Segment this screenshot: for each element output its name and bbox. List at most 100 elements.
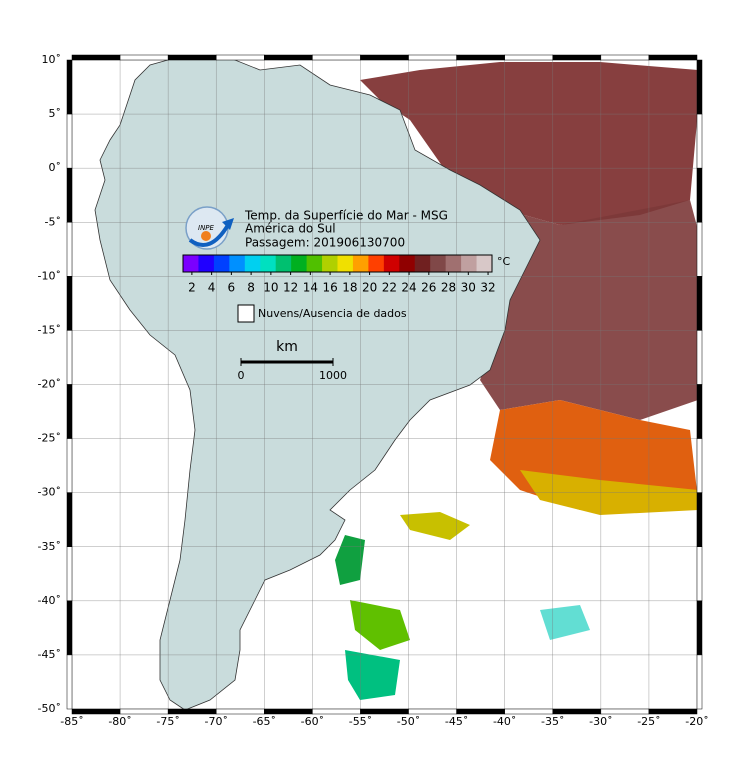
frame-band: [66, 59, 73, 115]
colorbar-tick-label: 26: [421, 281, 436, 295]
scale-tick-label: 1000: [319, 369, 347, 382]
lon-tick-label: -60˚: [301, 715, 324, 728]
frame-band: [696, 546, 703, 602]
frame-band: [696, 113, 703, 169]
title-line: Passagem: 201906130700: [245, 236, 405, 250]
colorbar-border: [182, 254, 493, 273]
lat-tick-label: -10˚: [38, 269, 61, 282]
colorbar-tick-label: 2: [188, 281, 196, 295]
frame-band: [696, 59, 703, 115]
frame-band: [456, 54, 505, 61]
lon-tick-label: -25˚: [637, 715, 660, 728]
colorbar-swatch: [322, 255, 338, 272]
colorbar-unit: °C: [497, 255, 511, 268]
frame-band: [408, 708, 457, 715]
frame-band: [264, 708, 313, 715]
colorbar-swatch: [260, 255, 277, 272]
colorbar-swatch: [430, 255, 447, 272]
clouds-label: Nuvens/Ausencia de dados: [258, 307, 407, 320]
lat-tick-label: -25˚: [38, 432, 61, 445]
frame-band: [600, 708, 650, 715]
frame-band: [66, 546, 73, 602]
clouds-swatch: [237, 304, 255, 323]
frame-band: [66, 330, 73, 385]
frame-band: [264, 54, 313, 61]
frame-band: [696, 438, 703, 493]
frame-band: [696, 222, 703, 277]
frame-band: [66, 438, 73, 493]
colorbar-swatch: [275, 255, 292, 272]
colorbar-tick-label: 28: [441, 281, 456, 295]
lon-tick-label: -75˚: [156, 715, 179, 728]
colorbar-swatch: [183, 255, 199, 272]
frame-band: [66, 222, 73, 277]
colorbar-swatch: [368, 255, 385, 272]
logo: INPE: [185, 206, 234, 250]
colorbar-tick-label: 6: [228, 281, 236, 295]
colorbar-tick-label: 4: [208, 281, 216, 295]
frame-band: [504, 708, 554, 715]
frame-band: [66, 654, 73, 710]
colorbar-tick-label: 20: [362, 281, 377, 295]
frame-band: [360, 54, 409, 61]
frame-band: [696, 167, 703, 223]
frame-band: [167, 708, 217, 715]
colorbar-tick-label: 24: [401, 281, 416, 295]
colorbar-swatch: [306, 255, 323, 272]
frame-band: [360, 708, 409, 715]
frame-band: [66, 113, 73, 169]
frame-band: [456, 708, 505, 715]
colorbar-tick-label: 32: [480, 281, 495, 295]
frame-band: [552, 708, 602, 715]
scale-unit: km: [276, 339, 298, 355]
frame-band: [71, 708, 121, 715]
lon-tick-label: -85˚: [60, 715, 83, 728]
logo-text: INPE: [198, 224, 215, 232]
frame-band: [696, 600, 703, 656]
lon-tick-label: -65˚: [253, 715, 276, 728]
lat-tick-label: -20˚: [38, 378, 61, 391]
colorbar-tick-label: 30: [461, 281, 476, 295]
colorbar-swatch: [461, 255, 478, 272]
colorbar-swatch: [244, 255, 261, 272]
frame-band: [312, 708, 361, 715]
frame-band: [167, 54, 217, 61]
frame-band: [119, 708, 169, 715]
colorbar-swatch: [337, 255, 354, 272]
lon-tick-label: -35˚: [541, 715, 564, 728]
colorbar-swatch: [352, 255, 369, 272]
lat-tick-label: -50˚: [38, 702, 61, 715]
lon-tick-label: -50˚: [397, 715, 420, 728]
colorbar-swatch: [445, 255, 462, 272]
frame-band: [66, 167, 73, 223]
lon-tick-label: -30˚: [589, 715, 612, 728]
colorbar-swatch: [383, 255, 400, 272]
frame-band: [648, 708, 698, 715]
colorbar-swatch: [229, 255, 246, 272]
lat-tick-label: 5˚: [49, 107, 62, 120]
colorbar-swatch: [213, 255, 230, 272]
lat-tick-label: 10˚: [42, 53, 62, 66]
lon-tick-label: -70˚: [204, 715, 227, 728]
colorbar-swatch: [198, 255, 215, 272]
frame-band: [696, 276, 703, 331]
frame-band: [696, 492, 703, 547]
frame-band: [648, 54, 698, 61]
colorbar-swatch: [414, 255, 431, 272]
frame-band: [408, 54, 457, 61]
lon-tick-label: -40˚: [493, 715, 516, 728]
frame-band: [696, 384, 703, 439]
scale-tick-label: 0: [238, 369, 245, 382]
lat-tick-label: -35˚: [38, 540, 61, 553]
lon-tick-label: -20˚: [685, 715, 708, 728]
frame-band: [215, 708, 265, 715]
frame-band: [215, 54, 265, 61]
frame-band: [66, 276, 73, 331]
frame-band: [66, 492, 73, 547]
colorbar-tick-label: 8: [247, 281, 255, 295]
lat-tick-label: -15˚: [38, 323, 61, 336]
colorbar-swatch: [291, 255, 308, 272]
colorbar-tick-label: 22: [382, 281, 397, 295]
frame-band: [119, 54, 169, 61]
frame-band: [66, 384, 73, 439]
